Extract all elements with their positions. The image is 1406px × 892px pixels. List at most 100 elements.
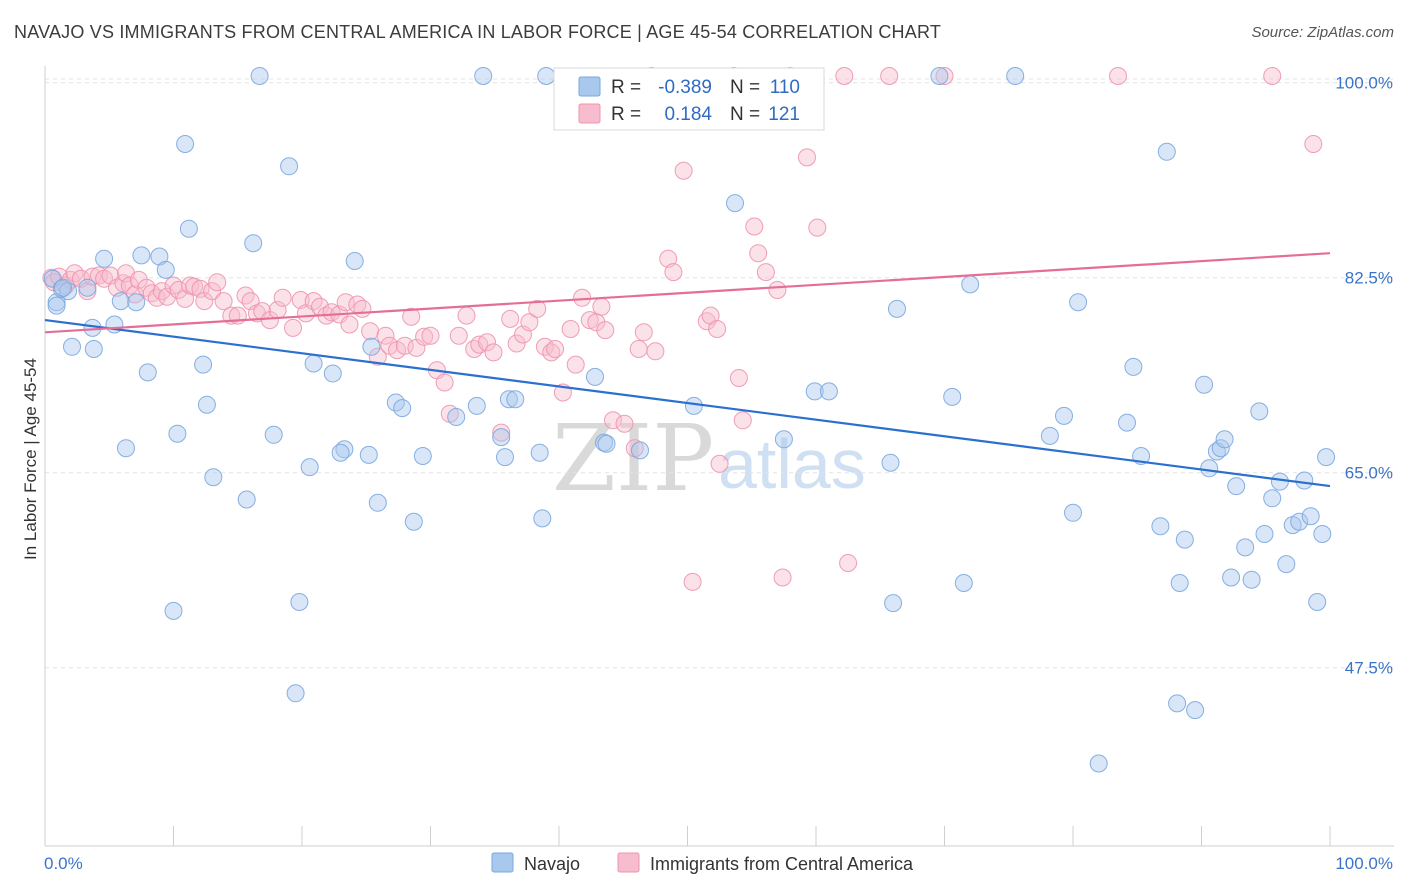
central-america-point [773, 568, 792, 587]
navajo-point [537, 67, 556, 85]
x-tick-labels: 0.0% 100.0% [44, 854, 1393, 873]
navajo-point [1186, 701, 1205, 720]
navajo-point [496, 448, 514, 467]
central-america-point [415, 327, 434, 346]
navajo-point [954, 574, 973, 592]
central-america-point [421, 326, 440, 345]
navajo-point [1175, 530, 1194, 549]
navajo-point [774, 430, 793, 449]
stats-r-value-navajo: -0.389 [658, 77, 712, 98]
navajo-point [884, 594, 903, 613]
navajo-point [393, 399, 412, 418]
central-america-point [195, 292, 214, 311]
navajo-point [413, 447, 432, 465]
navajo-point [819, 382, 838, 401]
central-america-point [520, 313, 539, 332]
navajo-point [805, 382, 824, 401]
navajo-point [1255, 525, 1274, 543]
central-america-point [546, 340, 565, 358]
navajo-point [290, 593, 309, 611]
central-america-point [501, 309, 520, 328]
central-america-point [664, 263, 683, 282]
navajo-point [1290, 512, 1309, 531]
navajo-point [1151, 517, 1170, 536]
navajo-point [1222, 568, 1241, 587]
central-america-point [634, 323, 653, 342]
central-america-point [756, 263, 775, 282]
central-america-point [353, 299, 372, 318]
central-america-point [492, 423, 511, 442]
central-america-point [435, 373, 454, 392]
navajo-point [499, 390, 518, 409]
central-america-point [83, 267, 102, 286]
navajo-point [117, 439, 135, 458]
stats-r-label-navajo: R = [611, 77, 641, 98]
navajo-point [197, 395, 216, 414]
navajo-point [943, 387, 962, 406]
trend-lines [44, 252, 1331, 488]
navajo-point [164, 601, 183, 620]
central-america-point [733, 411, 752, 430]
navajo-point [1263, 489, 1282, 508]
navajo-point [43, 269, 62, 288]
central-america-point [566, 355, 585, 374]
navajo-point [1064, 503, 1082, 522]
central-america-point [402, 307, 421, 326]
navajo-point [1295, 471, 1314, 490]
central-america-point [176, 289, 195, 308]
central-america-point [361, 322, 380, 341]
navajo-point [1200, 459, 1219, 478]
navajo-point [684, 396, 703, 415]
navajo-point [1313, 525, 1332, 543]
central-america-point [749, 244, 768, 263]
navajo-point [888, 299, 906, 318]
navajo-point [474, 67, 493, 85]
navajo-point [362, 337, 381, 356]
legend: Navajo Immigrants from Central America [491, 852, 914, 874]
central-america-point [158, 287, 177, 306]
central-america-point [208, 273, 227, 292]
stats-swatch-navajo [578, 76, 601, 97]
navajo-point [331, 443, 350, 462]
stats-n-label-central-america: N = [730, 104, 760, 125]
stats-n-label-navajo: N = [730, 77, 760, 98]
y-tick-label: 65.0% [1345, 464, 1393, 483]
legend-swatch-central-america [617, 852, 640, 873]
navajo-point [881, 453, 900, 472]
navajo-point [179, 219, 198, 238]
navajo-point [54, 278, 72, 297]
y-tick-label: 100.0% [1335, 74, 1393, 93]
central-america-point [880, 67, 899, 85]
gridlines [45, 78, 1394, 669]
central-america-point [336, 293, 355, 312]
navajo-point [78, 278, 97, 297]
navajo-point [1195, 375, 1214, 394]
navajo-point [930, 67, 949, 85]
central-america-point [839, 554, 858, 572]
navajo-point [304, 354, 323, 373]
central-america-point [291, 291, 310, 309]
y-tick-labels: 47.5% 65.0% 82.5% 100.0% [1335, 74, 1393, 678]
navajo-point [323, 364, 342, 383]
central-america-point [484, 343, 503, 362]
navajo-point [506, 390, 525, 409]
central-america-point [808, 218, 827, 237]
stats-swatch-central-america [578, 103, 601, 124]
navajo-point [95, 249, 114, 268]
central-america-point [129, 270, 148, 289]
navajo-point [286, 684, 305, 703]
navajo-point [237, 490, 256, 509]
central-america-point [169, 281, 188, 299]
navajo-point [1168, 694, 1187, 713]
navajo-point [368, 493, 387, 512]
navajo-point [467, 396, 486, 415]
navajo-point [1170, 574, 1189, 592]
central-america-point [580, 311, 599, 330]
navajo-point [1236, 538, 1255, 557]
navajo-point [1242, 570, 1261, 589]
central-america-point [449, 326, 468, 345]
central-america-point [615, 414, 634, 433]
navajo-point [168, 424, 187, 443]
navajo-point [1317, 448, 1336, 467]
navajo-point [176, 135, 195, 153]
